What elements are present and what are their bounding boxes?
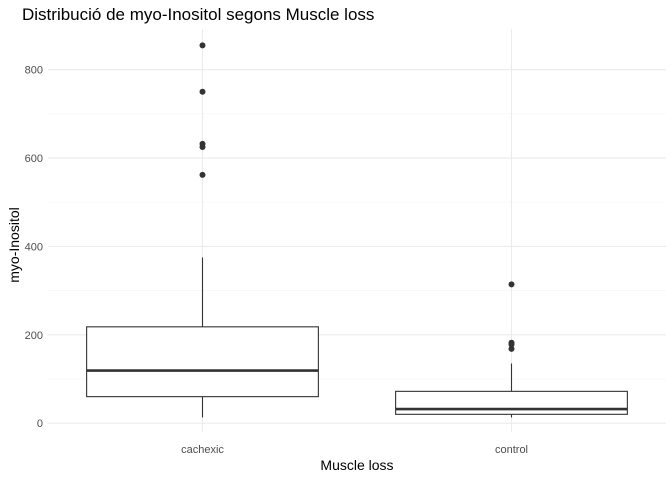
outlier-point <box>199 88 206 95</box>
y-tick-label: 200 <box>25 330 43 342</box>
tick-labels: 0 200 400 600 800 cachexic control <box>25 65 528 456</box>
y-tick-label: 800 <box>25 65 43 77</box>
box-iqr <box>86 326 319 398</box>
outlier-point <box>508 281 515 288</box>
box-iqr <box>395 390 628 415</box>
x-axis-title: Muscle loss <box>320 457 393 473</box>
outlier-point <box>199 140 206 147</box>
y-tick-label: 400 <box>25 241 43 253</box>
x-tick-label: cachexic <box>181 444 224 456</box>
chart-title: Distribució de myo-Inositol segons Muscl… <box>22 5 374 24</box>
x-tick-label: control <box>495 444 528 456</box>
boxes <box>86 42 628 418</box>
outlier-point <box>199 171 206 178</box>
outlier-point <box>199 42 206 49</box>
outlier-point <box>508 339 515 346</box>
outlier-point <box>508 345 515 352</box>
box-control <box>395 281 628 418</box>
y-tick-label: 600 <box>25 153 43 165</box>
y-tick-label: 0 <box>37 418 43 430</box>
y-axis-title: myo-Inositol <box>6 207 22 282</box>
box-cachexic <box>86 42 319 418</box>
